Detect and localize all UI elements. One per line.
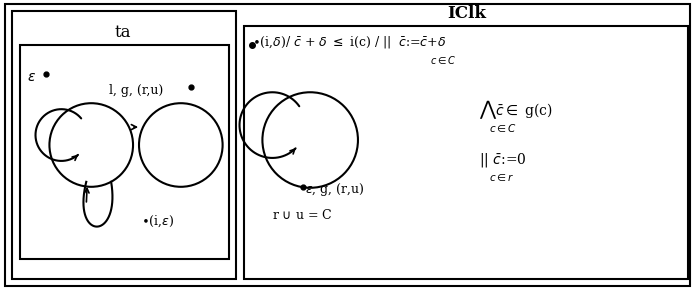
Bar xyxy=(243,26,688,279)
Bar xyxy=(12,11,236,279)
Text: r $\cup$ u = C: r $\cup$ u = C xyxy=(272,208,333,222)
Text: $\bullet$(i,$\delta$)/ $\bar{c}$ + $\delta$ $\leq$ i(c) / $||$ $\;$$\bar{c}$:=$\: $\bullet$(i,$\delta$)/ $\bar{c}$ + $\del… xyxy=(252,35,447,50)
Text: $\epsilon$: $\epsilon$ xyxy=(27,70,36,84)
Text: $c \in C$: $c \in C$ xyxy=(489,122,517,134)
Bar xyxy=(19,46,229,260)
Text: $\bigwedge \bar{c} \in$ g(c): $\bigwedge \bar{c} \in$ g(c) xyxy=(480,99,553,122)
Text: $||$ $\bar{c}$:=0: $||$ $\bar{c}$:=0 xyxy=(480,151,527,169)
Text: ta: ta xyxy=(115,24,131,41)
Text: $\bullet$(i,$\epsilon$): $\bullet$(i,$\epsilon$) xyxy=(141,214,174,229)
Text: l, g, (r,u): l, g, (r,u) xyxy=(109,84,163,97)
Circle shape xyxy=(263,92,358,188)
Text: $c \in C$: $c \in C$ xyxy=(430,55,456,66)
Text: $c \in r$: $c \in r$ xyxy=(489,172,515,183)
Text: $\epsilon$, g, (r,u): $\epsilon$, g, (r,u) xyxy=(305,181,365,198)
Text: IClk: IClk xyxy=(447,5,486,22)
Circle shape xyxy=(139,103,222,187)
Circle shape xyxy=(49,103,133,187)
